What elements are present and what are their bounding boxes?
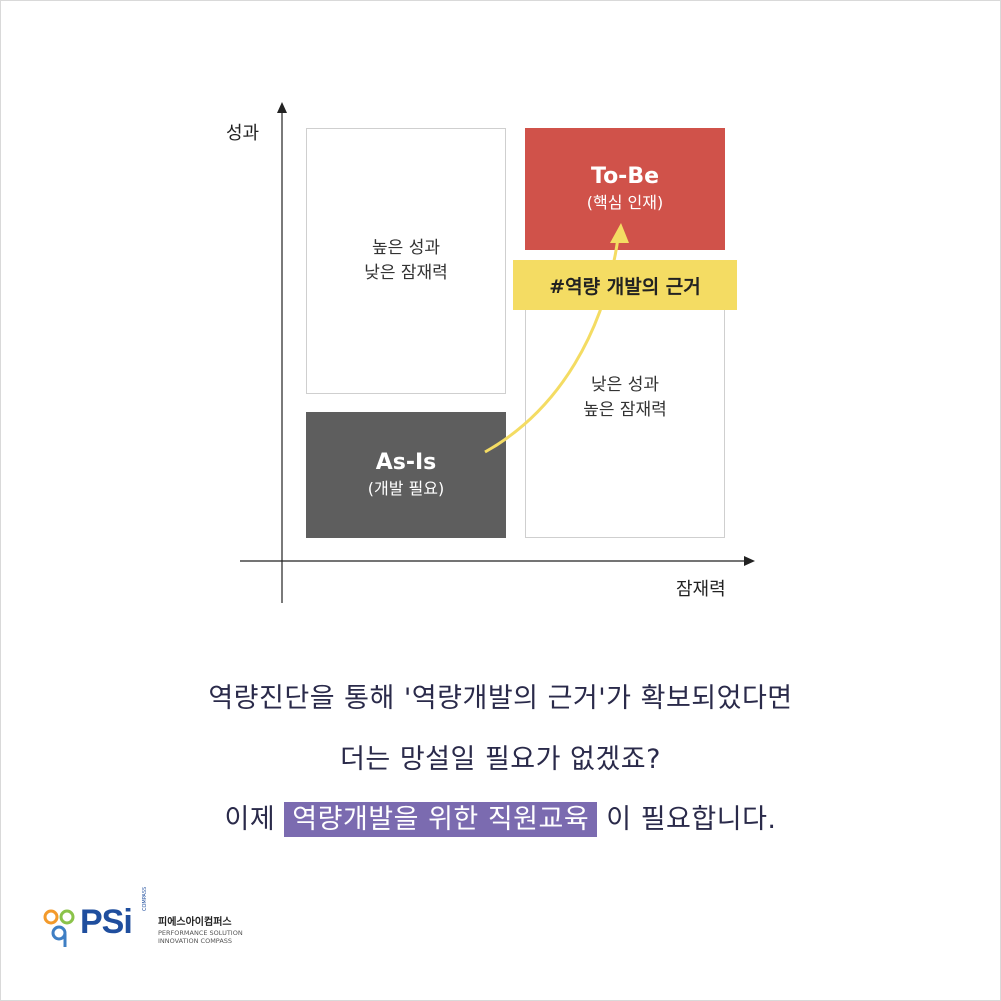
message-line3-before: 이제	[224, 804, 276, 835]
message-line2: 더는 망설일 필요가 없겠죠?	[340, 744, 661, 775]
compass-mark-icon	[43, 909, 75, 947]
psi-logo: PSi COMPASS 피에스아이컴퍼스 PERFORMANCE SOLUTIO…	[42, 887, 272, 957]
message-highlight: 역량개발을 위한 직원교육	[284, 802, 598, 837]
brand-name: PSi	[80, 903, 133, 941]
message-line1: 역량진단을 통해 '역량개발의 근거'가 확보되었다면	[208, 683, 793, 714]
development-arrow	[484, 223, 629, 454]
x-axis-arrowhead	[744, 556, 755, 566]
quadrant-low-performance-high-potential: 낮은 성과 높은 잠재력	[525, 308, 725, 538]
quadrant-to-be: To-Be (핵심 인재)	[525, 128, 725, 250]
tagline-line2: INNOVATION COMPASS	[158, 937, 233, 945]
as-is-subtitle: (개발 필요)	[367, 479, 445, 498]
quadrant-line1: 낮은 성과	[591, 375, 659, 395]
korean-company-name: 피에스아이컴퍼스	[158, 917, 232, 928]
message-line3: 이제 역량개발을 위한 직원교육 이 필요합니다.	[0, 797, 1001, 837]
quadrant-high-performance-low-potential: 높은 성과 낮은 잠재력	[306, 128, 506, 394]
x-axis-label: 잠재력	[676, 579, 726, 600]
tag-text: #역량 개발의 근거	[549, 275, 701, 298]
brand-compass: COMPASS	[142, 886, 148, 911]
arrow-head	[610, 223, 629, 243]
quadrant-line2: 낮은 잠재력	[364, 263, 448, 283]
quadrant-as-is: As-Is (개발 필요)	[306, 412, 506, 538]
y-axis-arrowhead	[277, 102, 287, 113]
tag-competency-basis: #역량 개발의 근거	[513, 260, 737, 310]
axes	[240, 102, 755, 603]
y-axis-label: 성과	[226, 123, 260, 144]
quadrant-line2: 높은 잠재력	[583, 400, 667, 420]
message-line3-after: 이 필요합니다.	[606, 804, 777, 835]
to-be-title: To-Be	[590, 164, 660, 189]
to-be-subtitle: (핵심 인재)	[586, 193, 664, 212]
quadrant-line1: 높은 성과	[372, 238, 440, 258]
tagline-line1: PERFORMANCE SOLUTION	[158, 929, 243, 937]
as-is-title: As-Is	[375, 450, 437, 475]
